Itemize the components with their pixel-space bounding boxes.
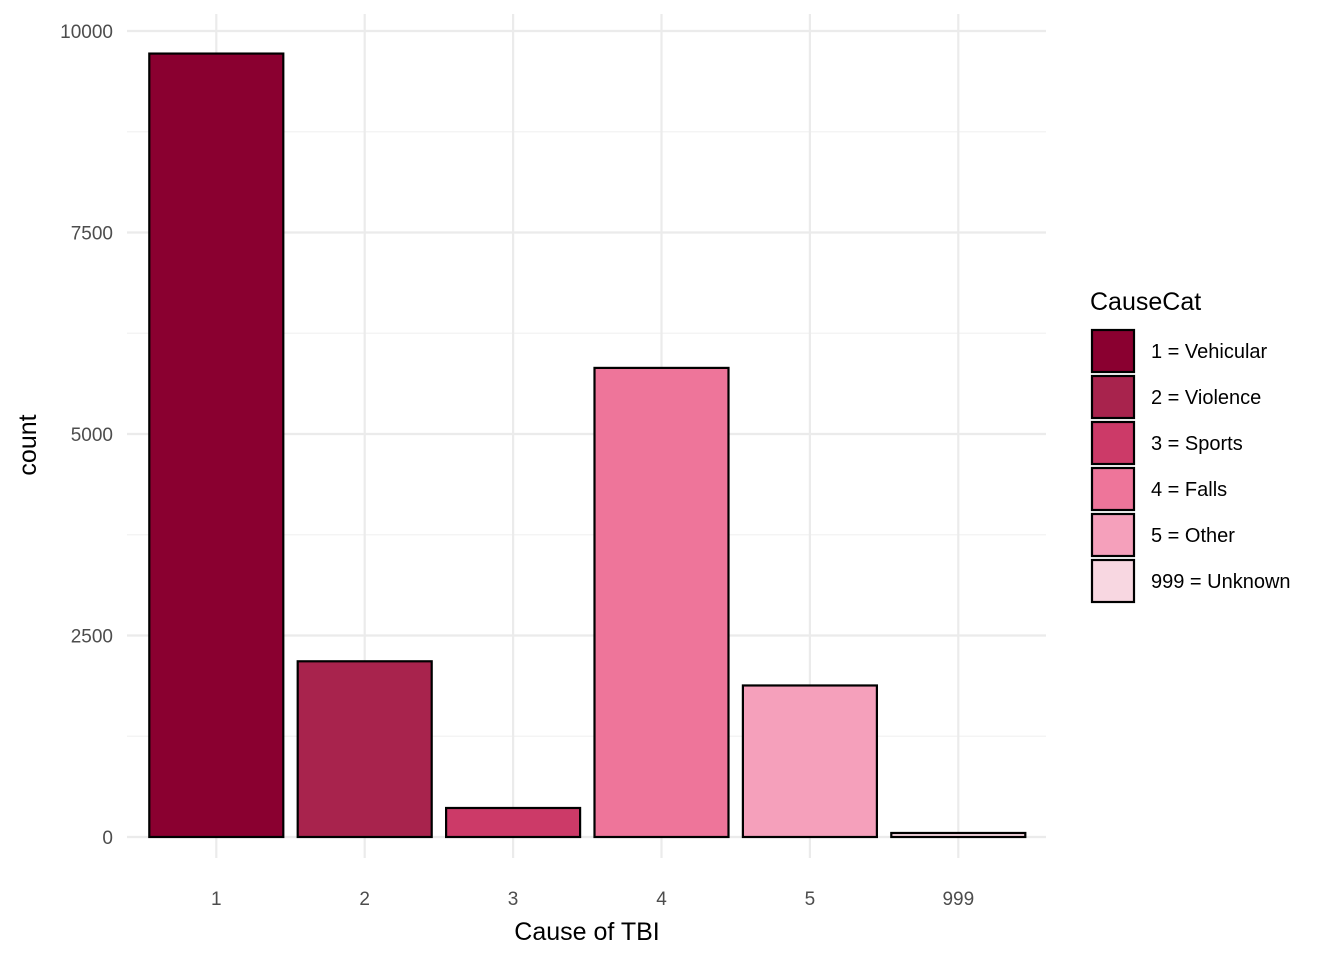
bar-2: [296, 660, 433, 839]
legend: CauseCat 1 = Vehicular 2 = Violence 3 = Sp…: [1090, 288, 1291, 604]
legend-label-999: 999 = Unknown: [1151, 571, 1291, 593]
x-tick-label: 999: [942, 889, 974, 910]
x-tick-label: 3: [508, 889, 519, 910]
y-axis-ticks: 0 2500 5000 7500 10000: [60, 22, 113, 849]
y-tick-label: 2500: [71, 627, 113, 648]
legend-key-999: [1090, 558, 1136, 604]
legend-key-5: [1090, 512, 1136, 558]
y-tick-label: 5000: [71, 425, 113, 446]
legend-label-2: 2 = Violence: [1151, 387, 1261, 409]
y-axis-title: count: [14, 414, 42, 475]
legend-key-3: [1090, 420, 1136, 466]
legend-label-1: 1 = Vehicular: [1151, 341, 1268, 363]
x-axis-title: Cause of TBI: [514, 918, 659, 946]
y-tick-label: 7500: [71, 224, 113, 245]
bar-999: [890, 831, 1027, 839]
legend-key-4: [1090, 466, 1136, 512]
bar-1: [148, 52, 285, 839]
y-tick-label: 10000: [60, 22, 113, 43]
legend-title: CauseCat: [1090, 288, 1201, 316]
legend-label-5: 5 = Other: [1151, 525, 1235, 547]
legend-label-4: 4 = Falls: [1151, 479, 1227, 501]
legend-label-3: 3 = Sports: [1151, 433, 1243, 455]
bars: [148, 52, 1027, 839]
x-tick-label: 4: [656, 889, 667, 910]
x-axis-ticks: 1 2 3 4 5 999: [211, 889, 974, 910]
x-tick-label: 1: [211, 889, 222, 910]
x-tick-label: 5: [805, 889, 816, 910]
legend-key-1: [1090, 328, 1136, 374]
bar-3: [445, 806, 582, 839]
legend-key-2: [1090, 374, 1136, 420]
bar-4: [593, 366, 730, 839]
bar-5: [741, 684, 879, 839]
x-tick-label: 2: [359, 889, 370, 910]
y-tick-label: 0: [102, 828, 113, 849]
